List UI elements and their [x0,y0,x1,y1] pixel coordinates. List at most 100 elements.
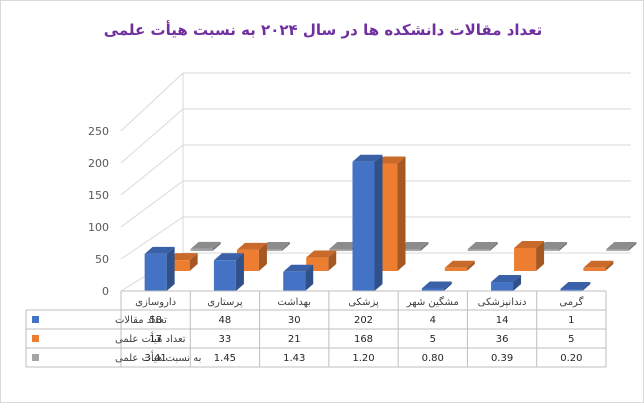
bar-front [514,247,537,271]
bar-front [444,267,467,271]
data-label: 1 [568,315,574,326]
bar-top [144,246,175,254]
bar-side [605,260,614,271]
bar-1-0 [167,253,198,271]
bar-1-2 [306,250,337,271]
bar-top [444,260,475,268]
category-label: گرمی [559,296,583,308]
category-label: مشگین شهر [406,296,459,308]
gridline-side [120,108,184,164]
bar-front [560,289,583,291]
bar-0-2 [283,264,314,291]
legend-label: به نسبت هیأت علمی [115,350,201,364]
legend-label: تعداد هیأت علمی [115,331,186,345]
data-label: 1.20 [352,353,374,364]
bar-front [259,249,282,251]
bar-side [281,242,290,251]
bar-side [559,242,568,251]
legend-swatch [32,335,39,342]
bar-0-1 [213,253,244,291]
bar-0-0 [144,246,175,291]
data-label: 36 [496,334,509,345]
bar-top [537,242,568,249]
bar-top [236,242,267,250]
bar-1-6 [583,260,614,271]
gridline-side [120,180,184,228]
bar-front [491,282,514,291]
data-table: داروسازی پرستاری بهداشت پزشکی مشگین شهر دندان… [25,290,607,368]
category-label: پزشکی [348,297,379,308]
bar-side [397,156,406,271]
y-tick-label: 100 [88,221,109,234]
y-tick-label: 250 [88,125,109,138]
bar-2-1 [259,242,290,251]
data-label: 202 [354,315,373,326]
bar-front [144,253,167,291]
bar-front [329,249,352,251]
data-label: 168 [354,334,373,345]
bar-side [166,246,175,291]
bar-top [421,281,452,289]
bar-side [443,281,452,291]
bar-top [514,240,545,248]
legend-swatch [32,354,39,361]
bar-front [398,249,421,251]
bar-side [258,242,267,271]
category-label: دندانپزشکی [478,297,527,308]
bar-2-6 [606,242,637,251]
bar-1-5 [514,240,545,271]
bar-top [560,282,591,289]
y-tick-label: 200 [88,157,109,170]
bar-top [190,241,221,249]
legend-label: تعداد مقالات [115,315,167,326]
bar-top [606,242,637,249]
bar-top [398,242,429,249]
bar-1-4 [444,260,475,271]
y-tick-label: 50 [95,253,109,266]
bar-front [606,249,629,251]
gridline-side [120,216,184,260]
bar-front [213,260,236,291]
bar-side [536,240,545,271]
bar-side [212,241,221,251]
category-label: داروسازی [135,297,176,308]
bar-2-3 [398,242,429,251]
bar-top [467,242,498,249]
bar-2-0 [190,241,221,251]
bar-2-5 [537,242,568,251]
bar-front [190,248,213,251]
data-label: 58 [149,315,162,326]
data-label: 33 [219,334,232,345]
bar-top [329,242,360,249]
bar-top [213,253,244,261]
data-label: 14 [496,315,509,326]
bar-front [283,271,306,291]
bar-top [283,264,314,272]
data-label: 5 [430,334,436,345]
bar-side [305,264,314,291]
bar-front [352,161,375,291]
category-label: بهداشت [277,297,311,308]
data-label: 48 [219,315,232,326]
bar-top [167,253,198,261]
bar-front [583,267,606,271]
bar-front [537,249,560,251]
data-label: 30 [288,315,301,326]
data-label: 3.41 [145,353,167,364]
data-label: 0.39 [491,353,513,364]
data-label: 1.43 [283,353,305,364]
legend-swatch [32,316,39,323]
bar-0-5 [491,275,522,291]
data-label: 0.80 [422,353,444,364]
bar-top [306,250,337,258]
data-label: 4 [430,315,436,326]
bar-front [167,260,190,271]
bar-side [374,154,383,291]
bar-top [375,156,406,164]
data-label: 17 [149,334,162,345]
bar-top [583,260,614,268]
y-tick-label: 0 [102,285,109,298]
bar-top [352,154,383,162]
data-label: 0.20 [560,353,582,364]
